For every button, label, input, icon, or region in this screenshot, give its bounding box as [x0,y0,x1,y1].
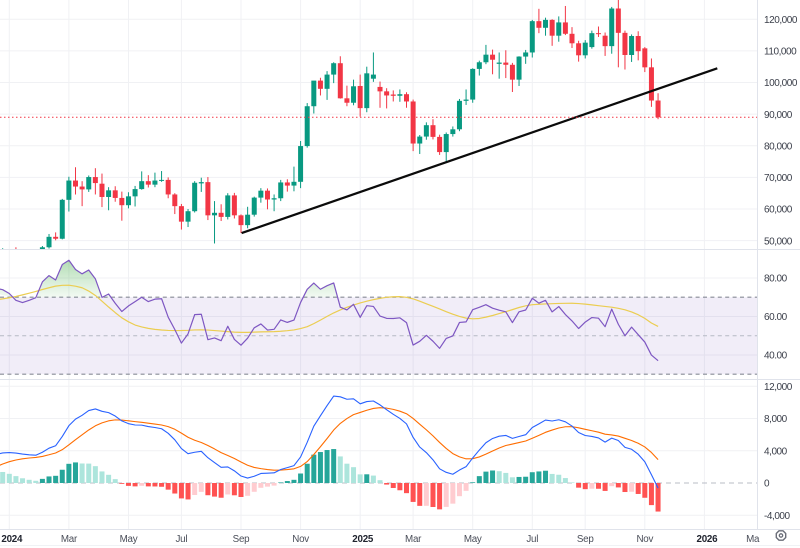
svg-text:50,000: 50,000 [764,236,793,247]
svg-text:Sep: Sep [577,534,594,545]
svg-text:100,000: 100,000 [764,78,798,89]
svg-text:Ma: Ma [746,534,760,545]
svg-text:70,000: 70,000 [764,173,793,184]
svg-text:80.00: 80.00 [764,274,788,285]
svg-text:60.00: 60.00 [764,312,788,323]
svg-text:Mar: Mar [61,534,78,545]
svg-text:Nov: Nov [636,534,653,545]
svg-text:May: May [464,534,482,545]
svg-text:40.00: 40.00 [764,351,788,362]
svg-text:80,000: 80,000 [764,141,793,152]
svg-text:90,000: 90,000 [764,110,793,121]
svg-text:2025: 2025 [352,534,374,545]
svg-text:Mar: Mar [405,534,422,545]
svg-text:-4,000: -4,000 [764,511,791,522]
svg-text:60,000: 60,000 [764,205,793,216]
svg-text:Jul: Jul [526,534,538,545]
svg-text:8,000: 8,000 [764,414,788,425]
svg-text:120,000: 120,000 [764,15,798,26]
svg-text:Sep: Sep [233,534,250,545]
svg-text:May: May [120,534,138,545]
svg-text:4,000: 4,000 [764,447,788,458]
svg-text:0: 0 [764,479,770,490]
svg-text:Nov: Nov [292,534,309,545]
svg-text:2026: 2026 [697,534,719,545]
svg-text:Jul: Jul [176,534,188,545]
svg-text:12,000: 12,000 [764,382,793,393]
svg-text:2024: 2024 [1,534,23,545]
svg-text:110,000: 110,000 [764,47,797,58]
